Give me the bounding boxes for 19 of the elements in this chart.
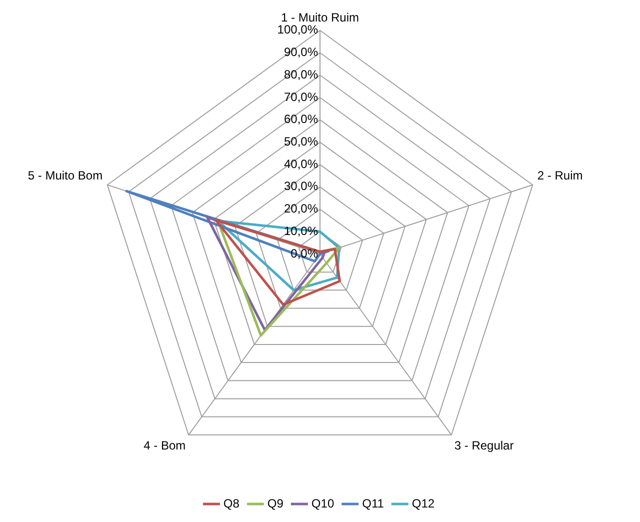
legend-label: Q12 — [412, 496, 435, 510]
legend-label: Q8 — [223, 496, 240, 510]
y-tick-label: 40,0% — [284, 156, 318, 171]
y-tick-label: 60,0% — [284, 112, 318, 126]
y-tick-label: 70,0% — [284, 90, 318, 104]
y-tick-label: 100,0% — [277, 22, 318, 37]
spoke-label: 2 - Ruim — [537, 168, 583, 182]
spoke-label: 4 - Bom — [144, 438, 186, 452]
legend-label: Q11 — [362, 496, 384, 510]
y-tick-label: 20,0% — [284, 202, 318, 216]
y-tick-label: 80,0% — [284, 67, 318, 82]
y-tick-label: 50,0% — [284, 134, 318, 149]
spoke-label: 5 - Muito Bom — [28, 168, 103, 182]
legend-label: Q10 — [311, 496, 334, 510]
legend-label: Q9 — [267, 496, 284, 510]
y-tick-label: 90,0% — [284, 45, 318, 60]
spoke-label: 3 - Regular — [454, 438, 514, 452]
y-tick-label: 30,0% — [284, 179, 318, 194]
spoke-label: 1 - Muito Ruim — [280, 10, 360, 25]
